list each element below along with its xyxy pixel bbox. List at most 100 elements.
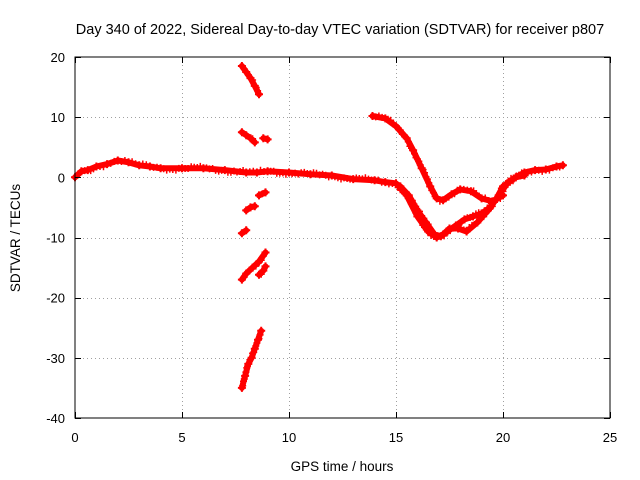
data-point [404, 191, 413, 200]
data-marker [255, 335, 263, 343]
data-point [250, 202, 259, 211]
data-marker [372, 113, 380, 121]
series-segment-h [255, 262, 270, 279]
data-point [257, 326, 266, 335]
data-point [237, 128, 246, 137]
data-marker [463, 186, 471, 194]
series-segment-e [255, 188, 270, 200]
data-marker [227, 168, 235, 176]
data-point [246, 203, 255, 212]
data-point [381, 178, 390, 187]
series-segment-i [237, 326, 266, 392]
grid [75, 57, 610, 418]
data-point [486, 203, 495, 212]
data-marker [257, 166, 264, 174]
data-marker [257, 256, 265, 264]
data-point [259, 266, 268, 275]
data-marker [361, 174, 369, 182]
x-tick-label: 25 [603, 430, 617, 445]
data-marker [319, 170, 327, 178]
data-point [241, 371, 250, 380]
x-tick-label: 10 [282, 430, 296, 445]
data-marker [239, 382, 247, 390]
data-marker [404, 138, 412, 146]
data-points [71, 62, 567, 392]
y-tick-label: 10 [51, 110, 65, 125]
data-marker [291, 169, 299, 177]
data-point [426, 182, 435, 191]
series-segment-c [259, 134, 272, 144]
data-point [242, 206, 251, 215]
data-marker [415, 157, 423, 165]
y-tick-label: -10 [46, 231, 65, 246]
x-tick-label: 15 [389, 430, 403, 445]
data-point [237, 229, 246, 238]
data-marker [139, 160, 147, 168]
data-point [392, 179, 400, 188]
data-marker [249, 76, 257, 84]
data-marker [412, 154, 420, 162]
y-tick-label: -20 [46, 291, 65, 306]
data-point [402, 134, 411, 143]
data-point [254, 335, 262, 344]
data-marker [499, 187, 507, 195]
series-segment-d [242, 202, 259, 215]
data-marker [375, 112, 383, 120]
data-marker [424, 220, 432, 228]
data-point [244, 359, 253, 368]
data-marker [549, 164, 557, 172]
data-point [462, 227, 471, 236]
y-axis-label: SDTVAR / TECUs [8, 184, 23, 293]
data-point [396, 182, 405, 191]
series-segment-f [237, 226, 251, 238]
data-marker [455, 221, 463, 229]
data-marker [242, 368, 250, 376]
y-tick-label: -30 [46, 351, 65, 366]
data-point [242, 131, 251, 140]
data-point [252, 168, 261, 177]
data-marker [117, 158, 125, 165]
data-marker [252, 84, 260, 91]
data-point [520, 171, 529, 180]
series-upper-arc [368, 112, 507, 206]
axis-ticks: 0 5 10 15 20 25 -40 -30 -20 -10 0 10 20 [46, 50, 617, 445]
data-marker [249, 349, 257, 357]
data-marker [252, 262, 260, 270]
series-segment-b [237, 128, 259, 147]
data-marker [423, 175, 431, 183]
data-point [255, 90, 263, 99]
data-point [261, 188, 270, 197]
data-point [263, 135, 272, 144]
y-tick-label: 20 [51, 50, 65, 65]
x-tick-label: 0 [71, 430, 78, 445]
plot-frame [74, 56, 611, 419]
data-marker [419, 166, 427, 174]
data-point [145, 162, 154, 171]
data-marker [416, 207, 423, 215]
data-point [250, 81, 259, 90]
data-marker [535, 166, 543, 174]
data-point [417, 164, 426, 173]
series-lower-arc [396, 171, 529, 241]
data-point [113, 156, 122, 165]
data-point [250, 138, 259, 147]
data-marker [163, 166, 171, 174]
data-marker [249, 167, 257, 175]
data-point [259, 134, 268, 143]
data-point [247, 353, 256, 362]
data-marker [334, 174, 342, 182]
data-marker [411, 150, 418, 158]
data-marker [429, 189, 437, 197]
data-point [409, 146, 418, 155]
data-marker [440, 232, 448, 240]
series-segment-g [237, 248, 270, 284]
y-tick-label: 0 [58, 170, 65, 185]
series-band [369, 113, 506, 205]
data-marker [256, 331, 264, 339]
x-tick-label: 20 [496, 430, 510, 445]
data-point [511, 173, 520, 182]
data-point [261, 262, 270, 271]
data-marker [420, 214, 428, 222]
x-tick-label: 5 [178, 430, 185, 445]
